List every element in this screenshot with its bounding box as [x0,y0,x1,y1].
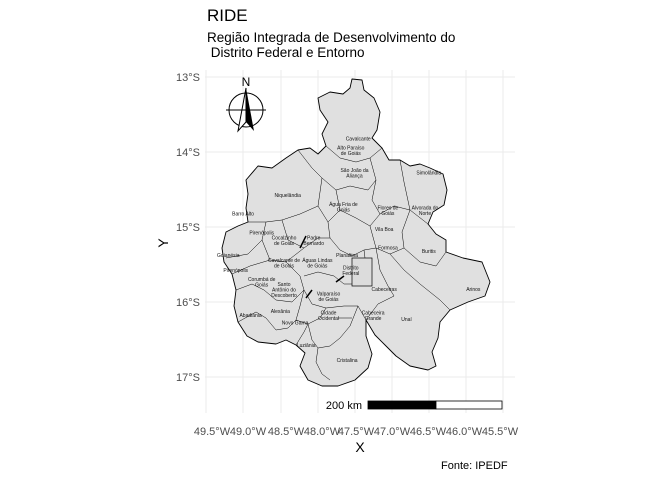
municipality-label: Buritis [422,249,436,255]
municipality-label: Niquelândia [274,193,301,199]
municipality-label: Formosa [378,246,398,252]
border [399,159,411,211]
border [295,307,327,325]
municipality-label: Pirenópolis [223,268,248,274]
border [315,347,331,381]
border [317,189,341,223]
municipality-labels: Cavalcante Alto Paraíso de Goiás São João d… [217,137,481,364]
enclave-line [305,289,313,299]
municipality-label: Cabeceiras [372,287,398,293]
municipality-label: Padre Bernardo [303,236,324,248]
municipality-label: Alto Paraíso de Goiás [337,146,364,158]
y-axis-title: Y [155,238,171,248]
border [389,253,451,311]
ride-outline [221,78,491,387]
municipality-label: Simolândia [416,171,441,177]
chart-title: RIDE [207,6,248,25]
x-tick: 49.0°W [230,426,267,438]
border [303,289,367,321]
y-tick: 16°S [176,297,200,309]
municipality-label: Cidade Ocidental [318,311,339,323]
municipality-label: Cocalzinho de Goiás [272,236,297,248]
border [235,261,305,303]
municipality-label: Cabeceira Grande [362,311,385,323]
ride-region [221,78,491,387]
x-tick: 47.5°W [338,426,375,438]
x-axis-title: X [355,439,365,455]
municipality-label: Vila Boa [375,227,394,233]
border [307,305,359,349]
border [231,259,271,275]
border [375,247,395,297]
border [369,157,381,215]
municipality-label: Santo Antônio do Descoberto [271,282,297,299]
y-tick: 17°S [176,372,200,384]
border [403,247,447,267]
enclave-line [335,275,345,283]
border [369,209,411,255]
border [297,149,337,191]
municipality-label: Corumbá de Goiás [248,277,276,289]
municipality-label: Luziânia [297,343,316,349]
x-axis: 49.5°W 49.0°W 48.5°W 48.0°W 47.5°W 47.0°… [194,426,519,455]
north-arrow-label: N [242,75,251,89]
y-tick: 15°S [176,222,200,234]
x-tick: 46.5°W [410,426,447,438]
x-tick: 48.5°W [268,426,305,438]
municipality-label: Alexânia [271,309,290,315]
municipality-label: Alvorada do Norte [412,206,439,218]
scale-bar-label: 200 km [326,400,362,412]
enclave-line [299,235,307,249]
municipality-label: Cristalina [337,358,358,364]
municipality-label: Flores de Goiás [377,206,398,218]
x-tick: 47.0°W [374,426,411,438]
border [225,221,267,259]
border [379,205,429,225]
x-tick: 45.5°W [482,426,519,438]
municipality-label: Água Fria de Goiás [329,201,358,214]
municipality-label: Cavalcante [346,137,371,143]
municipality-label: Arinos [466,287,481,293]
border [339,209,381,227]
north-arrow-icon: N [226,75,266,133]
municipality-label: Distrito Federal [342,266,359,278]
border [237,289,305,331]
source-caption: Fonte: IPEDF [441,460,508,472]
border [248,177,323,223]
border [295,323,309,346]
y-tick: 14°S [176,147,200,159]
municipality-label: Abadiânia [239,313,261,319]
border [327,221,353,257]
municipality-label: São João da Aliança [340,168,368,180]
chart-subtitle: Região Integrada de Desenvolvimento do D… [207,30,456,60]
x-tick: 46.0°W [446,426,483,438]
distrito-federal-box [351,257,373,287]
border [325,145,383,163]
municipality-label: Cavalcante de de Goiás [268,258,300,270]
municipality-label: Águas Lindas de Goiás [302,257,333,270]
municipality-label: Goianésia [217,253,240,259]
border [365,295,395,321]
x-tick: 49.5°W [194,426,231,438]
x-tick: 48.0°W [304,426,341,438]
border [335,179,377,191]
border [261,239,305,263]
municipality-label: Valparaíso de Goiás [317,292,341,304]
y-tick: 13°S [176,72,200,84]
municipality-label: Unaí [401,317,412,323]
municipality-label: Planaltina [336,253,358,259]
municipality-label: Novo Gama [282,321,309,327]
municipality-label: Barro Alto [232,212,254,218]
scale-bar: 200 km [326,400,503,412]
municipality-label: Pirenópolis [249,231,274,237]
municipal-borders [225,145,451,381]
y-axis: 13°S 14°S 15°S 16°S 17°S Y [155,72,200,384]
